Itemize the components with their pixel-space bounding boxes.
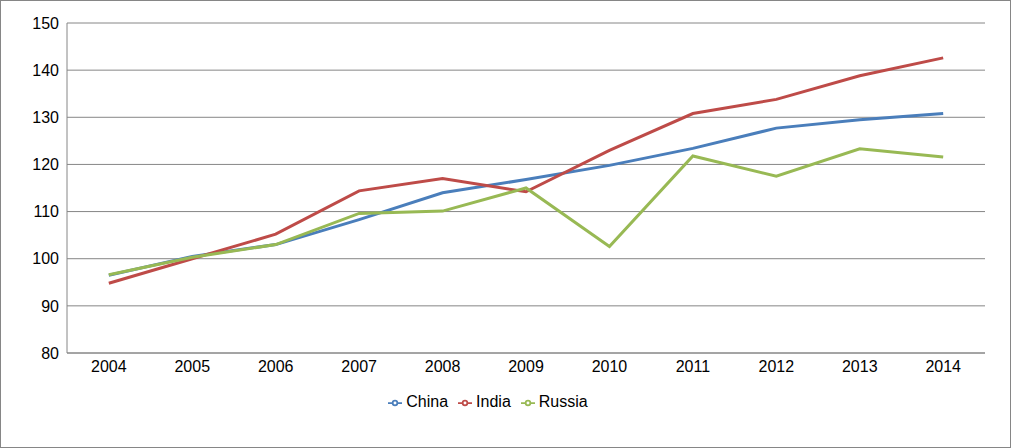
svg-text:2011: 2011 xyxy=(676,358,711,375)
svg-text:140: 140 xyxy=(32,62,59,79)
svg-text:120: 120 xyxy=(32,156,59,173)
html-text:Russia: Russia xyxy=(538,393,588,410)
svg-text:2013: 2013 xyxy=(842,358,878,375)
svg-text:2004: 2004 xyxy=(91,358,127,375)
svg-text:2010: 2010 xyxy=(592,358,628,375)
svg-text:2008: 2008 xyxy=(425,358,461,375)
svg-text:100: 100 xyxy=(32,250,59,267)
svg-text:150: 150 xyxy=(32,15,59,32)
svg-text:2006: 2006 xyxy=(258,358,294,375)
html-text:China: China xyxy=(406,393,449,410)
svg-text:2007: 2007 xyxy=(341,358,377,375)
svg-text:130: 130 xyxy=(32,109,59,126)
svg-text:2012: 2012 xyxy=(759,358,795,375)
svg-text:110: 110 xyxy=(33,203,59,220)
svg-text:2014: 2014 xyxy=(925,358,961,375)
html-text:India: India xyxy=(476,393,511,410)
svg-text:80: 80 xyxy=(41,345,59,362)
svg-text:2005: 2005 xyxy=(174,358,210,375)
svg-text:90: 90 xyxy=(41,298,59,315)
svg-text:2009: 2009 xyxy=(508,358,544,375)
